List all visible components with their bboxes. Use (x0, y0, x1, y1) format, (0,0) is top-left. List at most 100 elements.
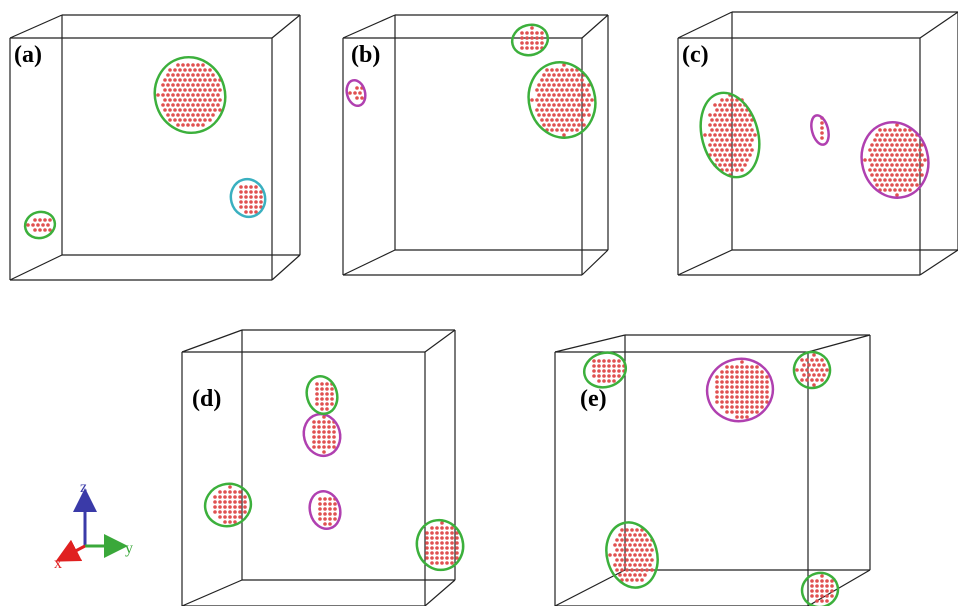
dislocation-loop (798, 569, 842, 606)
atom (815, 584, 819, 588)
atom (552, 73, 556, 77)
atom (435, 526, 439, 530)
atom (156, 93, 160, 97)
dislocation-loop (509, 21, 552, 59)
atom (557, 103, 561, 107)
atom (630, 568, 634, 572)
atom (218, 495, 222, 499)
atom (898, 158, 902, 162)
atom (562, 73, 566, 77)
atom (537, 113, 541, 117)
atom (750, 128, 754, 132)
atom (178, 68, 182, 72)
atom (550, 128, 554, 132)
atom (208, 88, 212, 92)
atom (249, 200, 253, 204)
atom (181, 63, 185, 67)
atom (550, 98, 554, 102)
atom (555, 68, 559, 72)
atom (720, 158, 724, 162)
atom (597, 379, 601, 383)
atom (635, 548, 639, 552)
atom (48, 218, 52, 222)
atom (176, 123, 180, 127)
atom (587, 113, 591, 117)
atom (908, 148, 912, 152)
atom (163, 108, 167, 112)
atom (725, 168, 729, 172)
atom (750, 410, 754, 414)
atom (895, 193, 899, 197)
atom (725, 98, 729, 102)
atom (807, 363, 811, 367)
atom (540, 88, 544, 92)
atom (905, 173, 909, 177)
atom (730, 108, 734, 112)
atom (577, 103, 581, 107)
atom (735, 108, 739, 112)
atom (547, 123, 551, 127)
atom (186, 63, 190, 67)
box-edge (678, 12, 732, 38)
atom (710, 118, 714, 122)
atom (607, 369, 611, 373)
atom (254, 195, 258, 199)
atom (905, 133, 909, 137)
atom (547, 113, 551, 117)
atom (895, 143, 899, 147)
atom (885, 133, 889, 137)
atom (312, 420, 316, 424)
atom (327, 435, 331, 439)
panel-label: (a) (14, 42, 42, 68)
atom (745, 400, 749, 404)
atom (740, 118, 744, 122)
atom (620, 528, 624, 532)
atom (633, 573, 637, 577)
atom (735, 390, 739, 394)
atom (760, 400, 764, 404)
atom (360, 96, 364, 100)
atom (572, 103, 576, 107)
atom (430, 536, 434, 540)
atom (713, 153, 717, 157)
atom (643, 553, 647, 557)
atom (873, 178, 877, 182)
atom (715, 390, 719, 394)
atom (208, 98, 212, 102)
atom (713, 123, 717, 127)
atom (254, 200, 258, 204)
atom (201, 103, 205, 107)
atom (715, 138, 719, 142)
atom (635, 578, 639, 582)
box-edge (425, 580, 455, 606)
atom (213, 505, 217, 509)
atom (168, 78, 172, 82)
atom (715, 158, 719, 162)
atom (213, 510, 217, 514)
atom (445, 531, 449, 535)
atom (745, 118, 749, 122)
atom (193, 108, 197, 112)
atom (325, 402, 329, 406)
atom (537, 93, 541, 97)
atom (41, 223, 45, 227)
atom (535, 36, 539, 40)
atom (186, 103, 190, 107)
atom (565, 128, 569, 132)
atom (455, 536, 459, 540)
atom (542, 103, 546, 107)
atom (38, 218, 42, 222)
atom (745, 410, 749, 414)
atom (888, 148, 892, 152)
box-edge (272, 15, 300, 38)
atom (748, 123, 752, 127)
atom (186, 93, 190, 97)
atom (228, 500, 232, 504)
atom (715, 380, 719, 384)
atom (805, 378, 809, 382)
atom (745, 375, 749, 379)
atom (710, 148, 714, 152)
atom (740, 158, 744, 162)
atom (325, 397, 329, 401)
atom (196, 73, 200, 77)
